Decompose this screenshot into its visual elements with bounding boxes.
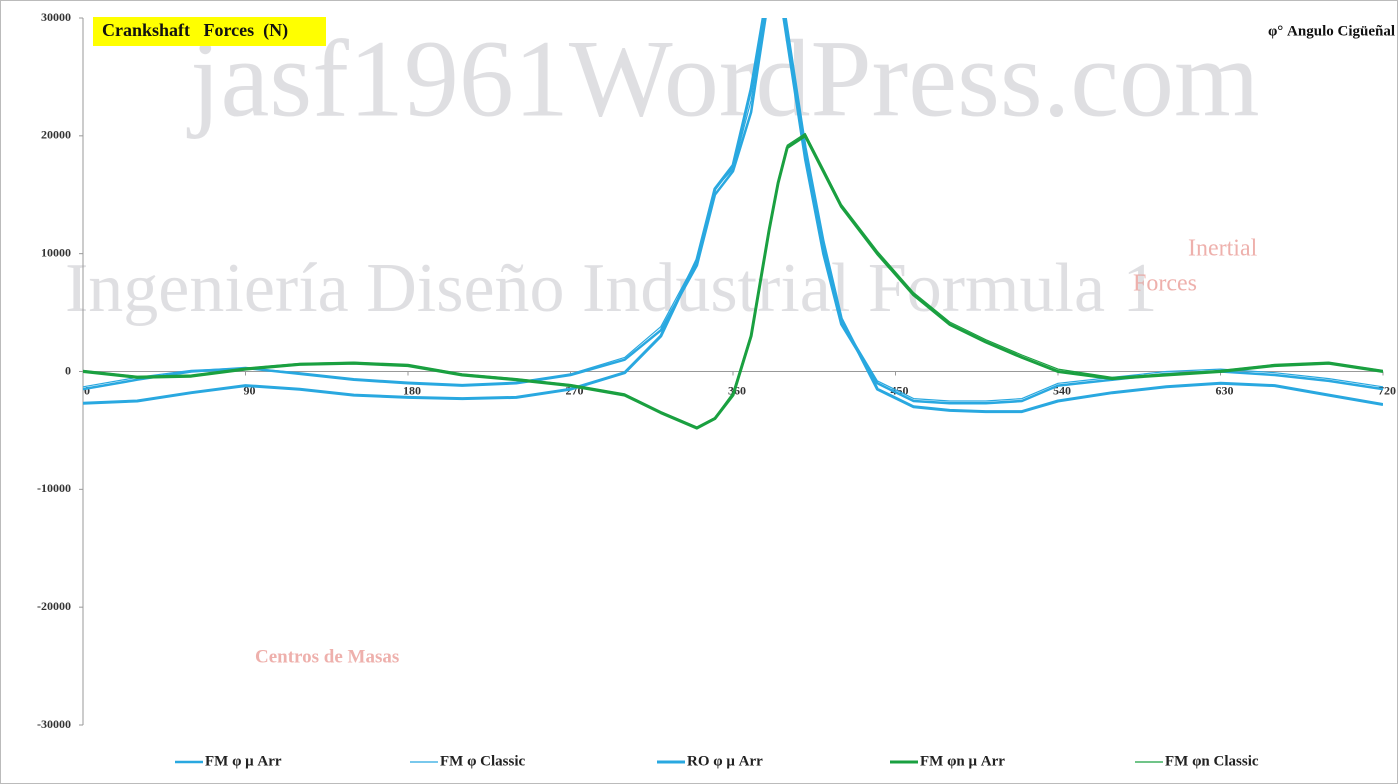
legend-label: FM φ μ Arr — [205, 753, 282, 769]
x-tick-label: 180 — [403, 383, 421, 397]
legend-label: RO φ μ Arr — [687, 753, 763, 769]
watermark-text: Ingeniería Diseño Industrial Formula 1 — [65, 250, 1158, 327]
y-tick-label: 10000 — [41, 245, 71, 259]
watermark-text: Centros de Masas — [255, 646, 399, 667]
page: jasf1961WordPress.com Ingeniería Diseño … — [0, 0, 1398, 784]
watermark-text: Forces — [1133, 271, 1197, 297]
y-tick-label: -20000 — [37, 599, 71, 613]
legend-label: FM φn Classic — [1165, 753, 1259, 769]
y-tick-label: -10000 — [37, 481, 71, 495]
chart-title: Crankshaft Forces (N) — [102, 20, 288, 41]
y-tick-label: 0 — [65, 363, 71, 377]
y-tick-label: 30000 — [41, 10, 71, 24]
x-tick-label: 720 — [1378, 383, 1396, 397]
legend-label: FM φn μ Arr — [920, 753, 1005, 769]
y-tick-label: 20000 — [41, 128, 71, 142]
x-axis-label: φ° Angulo Cigüeñal — [1268, 23, 1395, 39]
legend-label: FM φ Classic — [440, 753, 526, 769]
watermark-text: Inertial — [1188, 236, 1258, 262]
x-tick-label: 630 — [1216, 383, 1234, 397]
chart: jasf1961WordPress.com Ingeniería Diseño … — [0, 0, 1398, 784]
watermark-text: jasf1961WordPress.com — [186, 17, 1260, 139]
y-tick-label: -30000 — [37, 717, 71, 731]
